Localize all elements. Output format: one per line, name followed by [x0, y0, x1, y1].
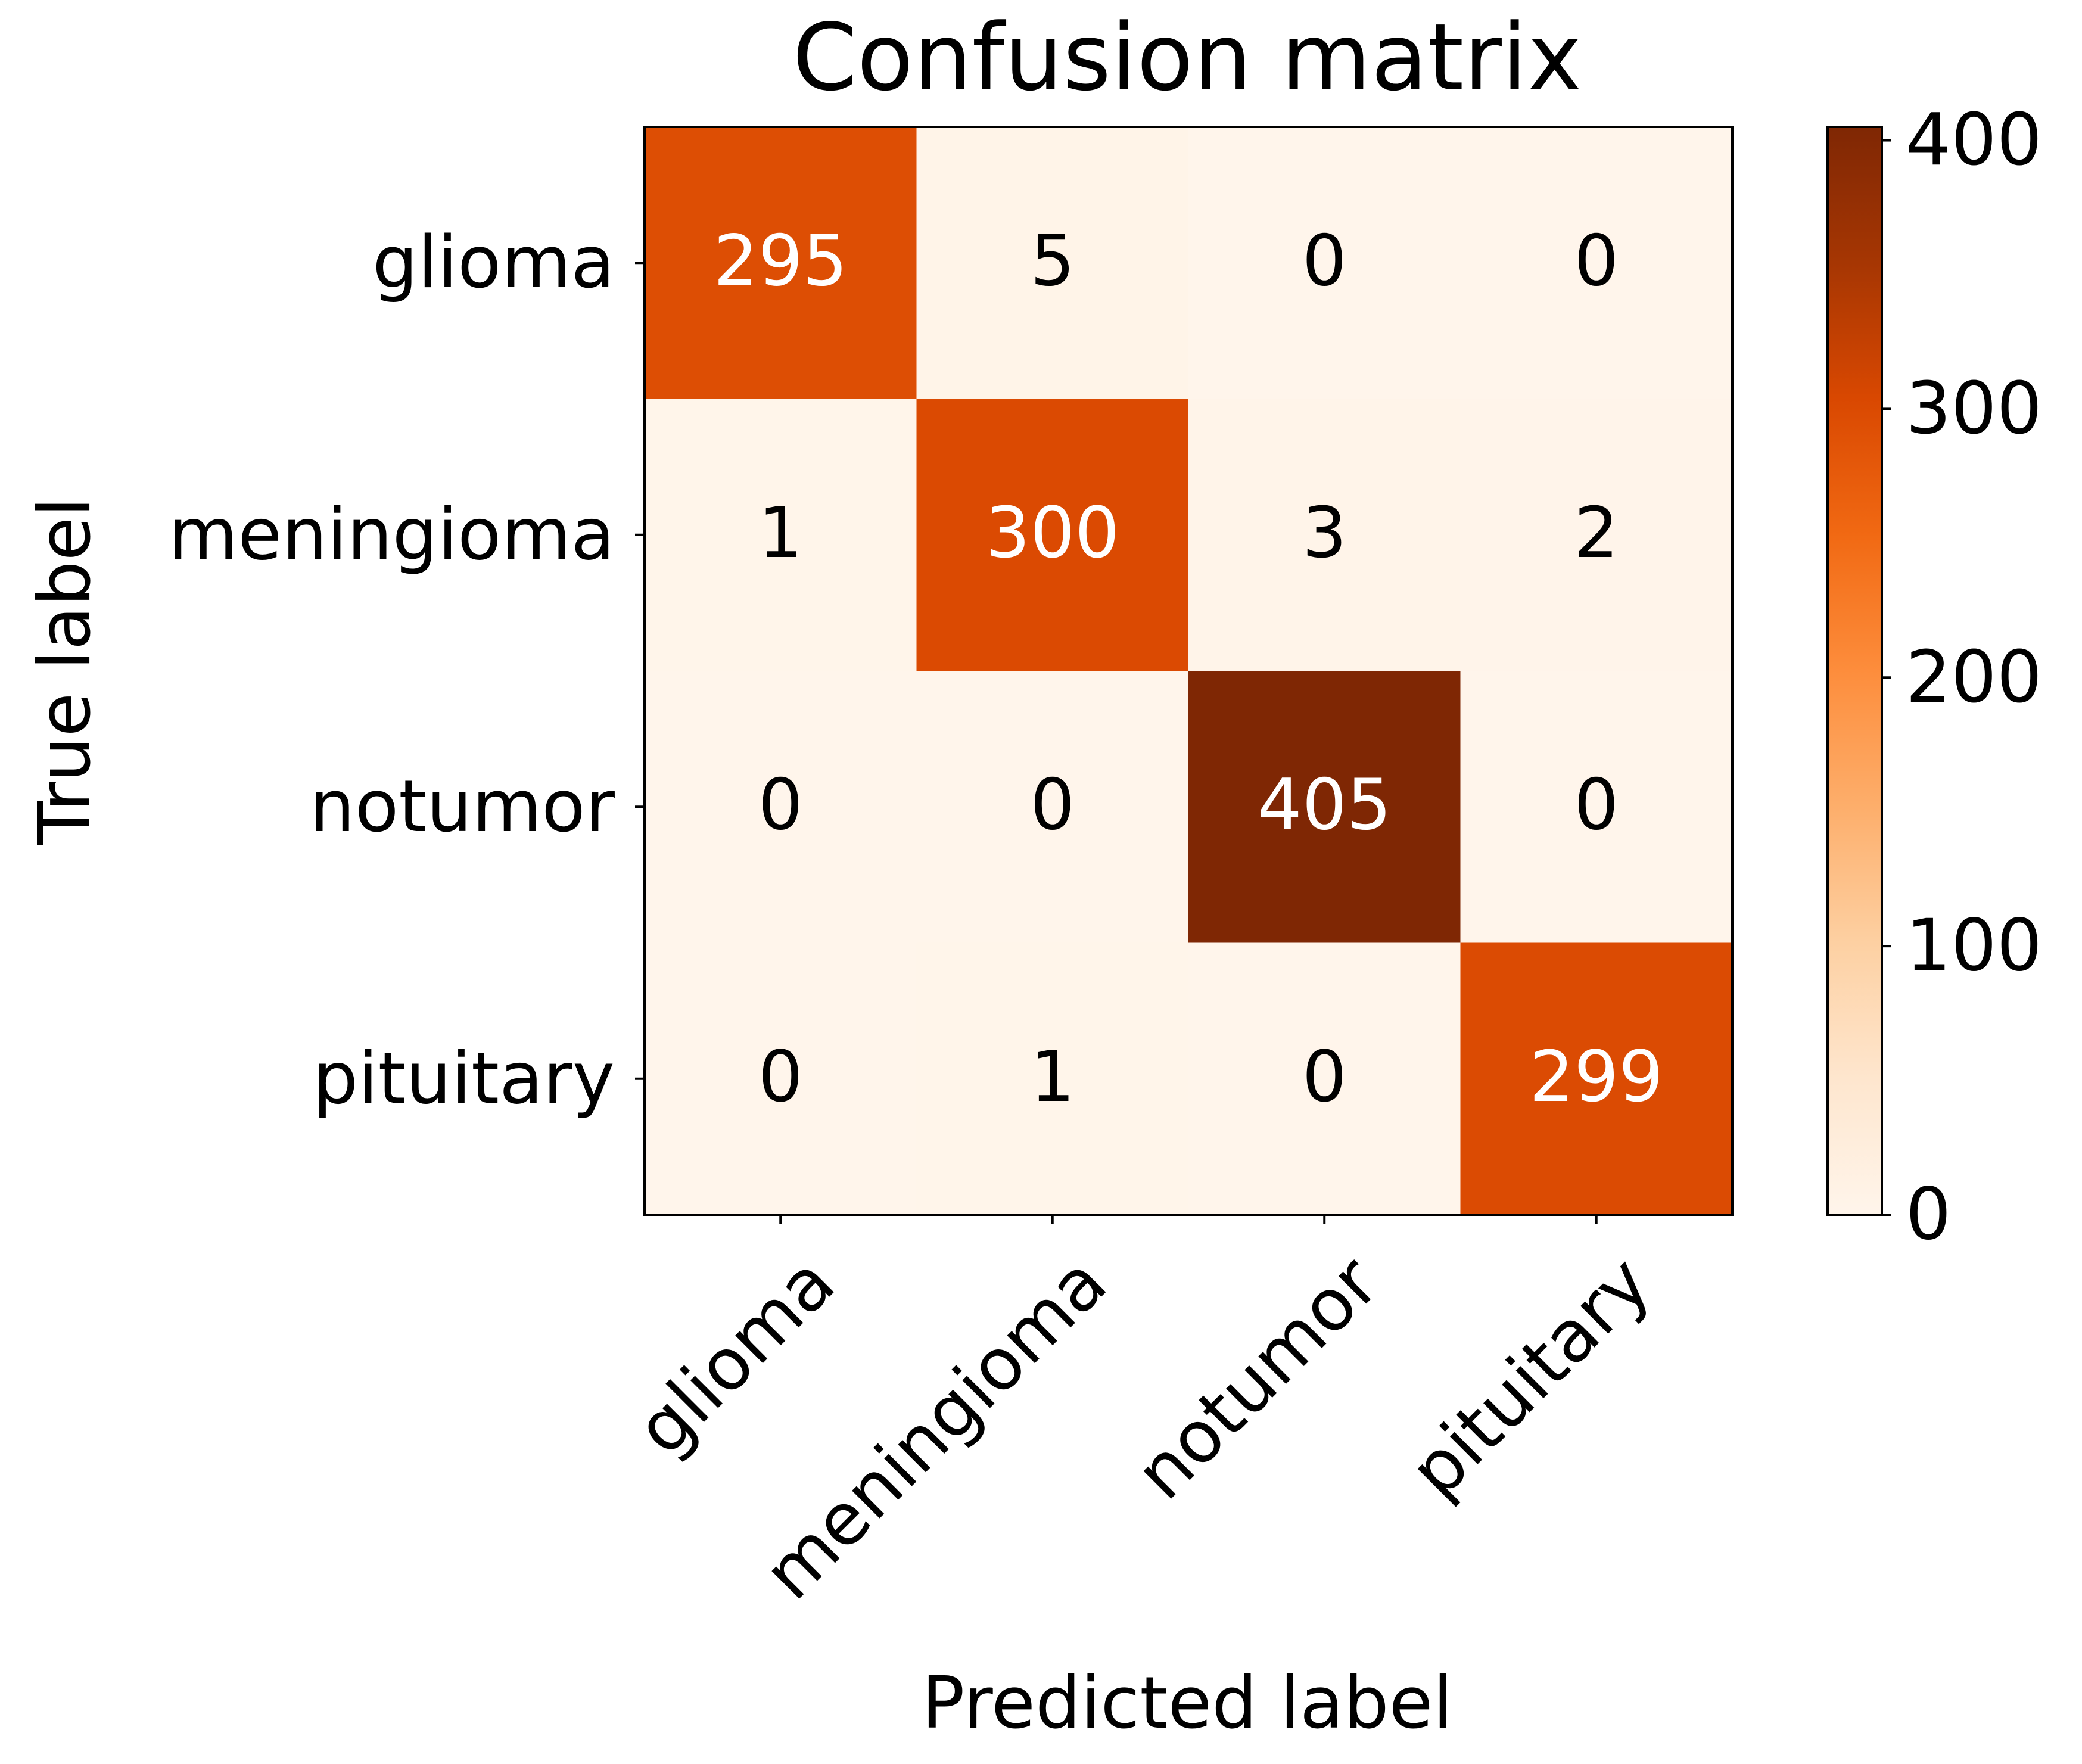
cell-value-label: 1 [1030, 1035, 1075, 1118]
heatmap-cell [1188, 671, 1461, 943]
y-axis-ticks: glioma meningioma notumor pituitary [168, 222, 645, 1120]
cell-value-label: 405 [1258, 763, 1392, 845]
heatmap-cell [1188, 127, 1461, 399]
cell-value-label: 2 [1574, 491, 1619, 574]
colorbar-ticks: 0 100 200 300 400 [1882, 99, 2042, 1256]
cell-value-label: 0 [758, 1035, 803, 1118]
heatmap-cell [645, 127, 917, 399]
x-tick-label: glioma [621, 1241, 851, 1471]
colorbar-tick-label: 100 [1906, 905, 2042, 988]
y-tick-label: notumor [310, 766, 615, 848]
y-tick-label: pituitary [313, 1037, 615, 1120]
heatmap-cell [1460, 127, 1733, 399]
colorbar-tick-label: 200 [1906, 636, 2042, 719]
cell-value-label: 295 [714, 219, 848, 301]
colorbar-tick-label: 400 [1906, 99, 2042, 182]
y-tick-label: meningioma [168, 493, 615, 576]
colorbar-tick-label: 300 [1906, 368, 2042, 450]
heatmap-cell [916, 942, 1189, 1215]
cell-value-label: 0 [1574, 763, 1619, 845]
colorbar-tick-label: 0 [1906, 1174, 1951, 1256]
x-tick-label: pituitary [1395, 1241, 1667, 1513]
heatmap-cell [1460, 399, 1733, 671]
cell-value-label: 1 [758, 491, 803, 574]
cell-value-label: 5 [1030, 219, 1075, 301]
heatmap-cell [916, 127, 1189, 399]
cell-value-label: 0 [1302, 219, 1347, 301]
colorbar [1826, 126, 1883, 1216]
heatmap-cell-labels: 295 5 0 0 1 300 3 2 0 0 405 0 0 1 0 299 [714, 219, 1664, 1118]
heatmap-cell [645, 942, 917, 1215]
cell-value-label: 0 [1574, 219, 1619, 301]
y-tick-label: glioma [372, 222, 615, 304]
x-axis-label: Predicted label [922, 1662, 1453, 1745]
cell-value-label: 0 [1030, 763, 1075, 845]
heatmap-cells [645, 127, 1733, 1215]
heatmap-frame [643, 126, 1734, 1216]
cell-value-label: 300 [985, 491, 1119, 574]
heatmap-cell [1460, 671, 1733, 943]
heatmap-cell [916, 671, 1189, 943]
y-axis-label: True label [24, 497, 107, 845]
x-tick-label: notumor [1120, 1241, 1395, 1516]
cell-value-label: 3 [1302, 491, 1347, 574]
heatmap-cell [1460, 942, 1733, 1215]
heatmap-cell [645, 671, 917, 943]
cell-value-label: 0 [1302, 1035, 1347, 1118]
cell-value-label: 0 [758, 763, 803, 845]
chart-title: Confusion matrix [792, 4, 1582, 111]
cell-value-label: 299 [1529, 1035, 1663, 1118]
heatmap-cell [645, 399, 917, 671]
heatmap-cell [916, 399, 1189, 671]
heatmap-cell [1188, 399, 1461, 671]
heatmap-cell [1188, 942, 1461, 1215]
